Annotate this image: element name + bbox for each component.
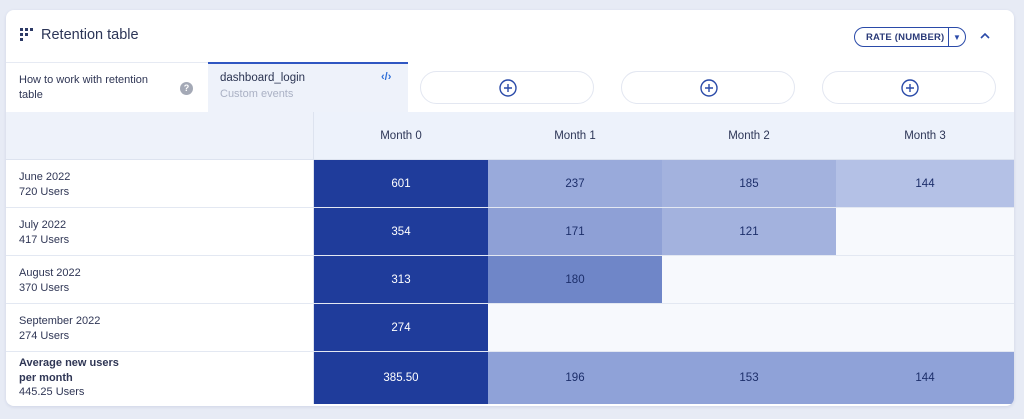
column-header: Month 2	[728, 129, 770, 142]
average-cell[interactable]: 385.50	[314, 352, 488, 404]
cohort-label: July 2022 417 Users	[6, 208, 314, 255]
cohort-users: 274 Users	[19, 330, 70, 342]
retention-cell[interactable]: 144	[836, 160, 1014, 207]
cohort-month: June 2022	[19, 171, 71, 183]
average-row: Average new users per month 445.25 Users…	[6, 352, 1014, 404]
caret-down-icon[interactable]: ▼	[953, 32, 961, 42]
average-users: 445.25 Users	[19, 386, 85, 398]
page-title: Retention table	[41, 27, 139, 43]
table-row: July 2022 417 Users 354 171 121	[6, 208, 1014, 256]
retention-cell[interactable]: 601	[314, 160, 488, 207]
plus-circle-icon	[700, 79, 718, 97]
average-cell[interactable]: 144	[836, 352, 1014, 404]
tab-dashboard-login[interactable]: dashboard_login Custom events ‹/›	[208, 62, 408, 112]
retention-cell[interactable]: 171	[488, 208, 662, 255]
retention-cell[interactable]: 274	[314, 304, 488, 351]
plus-circle-icon	[901, 79, 919, 97]
average-cell[interactable]: 153	[662, 352, 836, 404]
plus-circle-icon	[499, 79, 517, 97]
cohort-users: 417 Users	[19, 234, 70, 246]
empty-cell	[836, 304, 1014, 351]
cohort-month: August 2022	[19, 267, 81, 279]
cohort-label: August 2022 370 Users	[6, 256, 314, 303]
retention-table: Month 0 Month 1 Month 2 Month 3 June 202…	[6, 112, 1014, 404]
average-title-line2: per month	[19, 371, 73, 384]
event-tabs: How to work with retention table ? dashb…	[6, 62, 1014, 112]
retention-card: Retention table RATE (NUMBER) ▼ How to w…	[6, 10, 1014, 406]
retention-cell[interactable]: 237	[488, 160, 662, 207]
card-header: Retention table RATE (NUMBER) ▼	[6, 10, 1014, 62]
rate-number-dropdown[interactable]: RATE (NUMBER) ▼	[854, 27, 966, 47]
empty-cell	[836, 256, 1014, 303]
code-icon[interactable]: ‹/›	[381, 71, 392, 83]
add-event-button[interactable]	[822, 71, 996, 104]
retention-cell[interactable]: 354	[314, 208, 488, 255]
cohort-users: 720 Users	[19, 186, 70, 198]
cohort-label: June 2022 720 Users	[6, 160, 314, 207]
chevron-up-icon[interactable]	[978, 29, 992, 43]
cohort-users: 370 Users	[19, 282, 70, 294]
cohort-label: September 2022 274 Users	[6, 304, 314, 351]
help-icon[interactable]: ?	[180, 82, 193, 95]
average-cell[interactable]: 196	[488, 352, 662, 404]
header-corner	[6, 112, 314, 159]
table-row: August 2022 370 Users 313 180	[6, 256, 1014, 304]
cohort-month: July 2022	[19, 219, 67, 231]
empty-cell	[662, 304, 836, 351]
table-header-row: Month 0 Month 1 Month 2 Month 3	[6, 112, 1014, 160]
column-header: Month 1	[554, 129, 596, 142]
table-row: September 2022 274 Users 274	[6, 304, 1014, 352]
empty-cell	[662, 256, 836, 303]
table-row: June 2022 720 Users 601 237 185 144	[6, 160, 1014, 208]
help-text: How to work with retention table	[19, 74, 148, 101]
empty-cell	[836, 208, 1014, 255]
retention-cell[interactable]: 313	[314, 256, 488, 303]
column-header: Month 3	[904, 129, 946, 142]
average-title: Average new users	[19, 357, 119, 369]
retention-cell[interactable]: 180	[488, 256, 662, 303]
tab-help[interactable]: How to work with retention table ?	[6, 62, 208, 112]
rate-label: RATE (NUMBER)	[866, 31, 945, 43]
cohort-month: September 2022	[19, 315, 101, 327]
average-label: Average new users per month 445.25 Users	[6, 352, 314, 404]
grid-dots-icon	[20, 28, 33, 41]
retention-cell[interactable]: 121	[662, 208, 836, 255]
event-name: dashboard_login	[220, 72, 306, 84]
empty-cell	[488, 304, 662, 351]
add-event-button[interactable]	[420, 71, 594, 104]
retention-cell[interactable]: 185	[662, 160, 836, 207]
add-event-button[interactable]	[621, 71, 795, 104]
column-header: Month 0	[380, 129, 422, 142]
event-type: Custom events	[220, 88, 294, 100]
dropdown-divider	[948, 28, 949, 46]
